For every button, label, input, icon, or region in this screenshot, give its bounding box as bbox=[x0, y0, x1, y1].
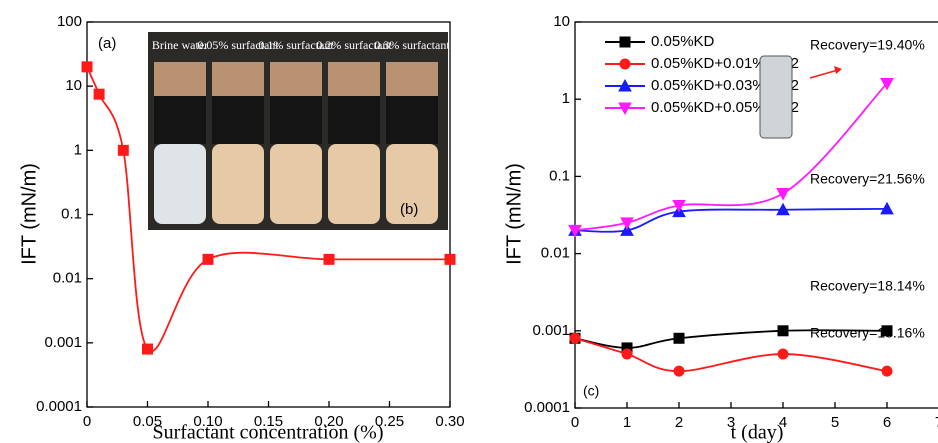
marker bbox=[881, 325, 893, 337]
series-line bbox=[575, 329, 888, 349]
x-tick-label: 0.25 bbox=[375, 413, 404, 430]
arrow-head bbox=[834, 66, 842, 74]
vial-dark bbox=[328, 96, 380, 144]
annotation: Recovery=18.14% bbox=[810, 278, 925, 294]
inset-label: 0.3% surfactant bbox=[374, 38, 450, 52]
marker bbox=[881, 365, 893, 377]
marker bbox=[117, 144, 129, 156]
arrow bbox=[809, 69, 839, 79]
marker bbox=[673, 365, 685, 377]
marker bbox=[618, 78, 632, 92]
vial-liquid bbox=[212, 144, 264, 224]
vial-liquid bbox=[386, 144, 438, 224]
marker bbox=[569, 332, 581, 344]
vial-cap bbox=[270, 62, 322, 96]
annotation: (a) bbox=[98, 35, 116, 52]
y-tick-label: 1 bbox=[562, 90, 570, 107]
marker bbox=[776, 202, 790, 216]
y-tick-label: 0.001 bbox=[532, 322, 570, 339]
y-tick-label: 0.01 bbox=[53, 270, 82, 287]
marker bbox=[777, 325, 789, 337]
vial-cap bbox=[386, 62, 438, 96]
y-tick-label: 0.0001 bbox=[524, 399, 570, 416]
inset-label: 0.2% surfactant bbox=[316, 38, 392, 52]
x-tick-label: 0 bbox=[83, 413, 91, 430]
x-tick-label: 0.30 bbox=[435, 413, 464, 430]
vial-dark bbox=[386, 96, 438, 144]
chart: 0.0001 0.001 0.01 0.1 1 10 0 1 2 3 4 5 6 7 t (day) IFT … bbox=[503, 13, 938, 443]
y-axis-label: IFT (mN/m) bbox=[503, 163, 525, 265]
vial-liquid bbox=[270, 144, 322, 224]
x-axis-label: t (day) bbox=[731, 422, 784, 443]
y-axis-label: IFT (mN/m) bbox=[18, 163, 40, 265]
marker bbox=[880, 201, 894, 215]
annotation: Recovery=18.16% bbox=[810, 325, 925, 341]
inset-vial bbox=[759, 55, 793, 139]
chart: 0.0001 0.001 0.01 0.1 1 10 100 0 0.05 0.10 0.15 0.2… bbox=[18, 13, 464, 443]
marker bbox=[619, 58, 631, 70]
marker bbox=[673, 332, 685, 344]
series-line bbox=[575, 207, 888, 233]
marker bbox=[777, 348, 789, 360]
vial-dark bbox=[270, 96, 322, 144]
y-tick-label: 10 bbox=[553, 13, 570, 30]
vial-cap bbox=[212, 62, 264, 96]
marker bbox=[93, 88, 105, 100]
x-tick-label: 3 bbox=[727, 414, 735, 431]
x-tick-label: 5 bbox=[831, 414, 839, 431]
x-tick-label: 4 bbox=[779, 414, 787, 431]
y-tick-label: 10 bbox=[65, 77, 82, 94]
inset-label: 0.1% surfactant bbox=[258, 38, 334, 52]
x-tick-label: 0.10 bbox=[193, 413, 222, 430]
marker bbox=[619, 36, 631, 48]
vial-cap bbox=[328, 62, 380, 96]
x-tick-label: 7 bbox=[935, 414, 938, 431]
y-tick-label: 0.0001 bbox=[36, 398, 82, 415]
marker bbox=[672, 199, 686, 213]
marker bbox=[618, 102, 632, 116]
annotation: (b) bbox=[400, 201, 418, 218]
legend-label: 0.05%KD bbox=[651, 33, 715, 50]
marker bbox=[568, 224, 582, 238]
x-tick-label: 6 bbox=[883, 414, 891, 431]
marker bbox=[202, 253, 214, 265]
inset-label: 0.05% surfactant bbox=[197, 38, 279, 52]
series-line bbox=[575, 337, 888, 373]
vial-cap bbox=[154, 62, 206, 96]
marker bbox=[621, 348, 633, 360]
annotation: Recovery=19.40% bbox=[810, 37, 925, 53]
marker bbox=[444, 253, 456, 265]
y-tick-label: 0.001 bbox=[44, 334, 82, 351]
x-tick-label: 2 bbox=[675, 414, 683, 431]
x-tick-label: 0.15 bbox=[254, 413, 283, 430]
inset-label: Brine water bbox=[152, 38, 208, 52]
y-tick-label: 0.1 bbox=[549, 167, 570, 184]
marker bbox=[142, 343, 153, 355]
y-tick-label: 0.01 bbox=[541, 245, 570, 262]
annotation: (c) bbox=[583, 383, 599, 399]
vial-liquid bbox=[328, 144, 380, 224]
x-tick-label: 1 bbox=[623, 414, 631, 431]
y-tick-label: 0.1 bbox=[61, 205, 82, 222]
marker bbox=[81, 61, 93, 73]
series-line bbox=[575, 82, 888, 232]
x-axis-label: Surfactant concentration (%) bbox=[152, 422, 383, 443]
marker bbox=[620, 217, 634, 230]
vial-dark bbox=[212, 96, 264, 144]
y-tick-label: 1 bbox=[74, 141, 82, 158]
plot-frame bbox=[574, 21, 938, 409]
y-tick-label: 100 bbox=[57, 13, 82, 30]
marker bbox=[880, 77, 894, 91]
x-tick-label: 0.20 bbox=[314, 413, 343, 430]
annotation: Recovery=21.56% bbox=[810, 171, 925, 187]
marker bbox=[776, 188, 790, 201]
x-tick-label: 0 bbox=[571, 414, 579, 431]
x-tick-label: 0.05 bbox=[133, 413, 162, 430]
vial-liquid bbox=[154, 144, 206, 224]
marker bbox=[323, 253, 335, 265]
vial-dark bbox=[154, 96, 206, 144]
